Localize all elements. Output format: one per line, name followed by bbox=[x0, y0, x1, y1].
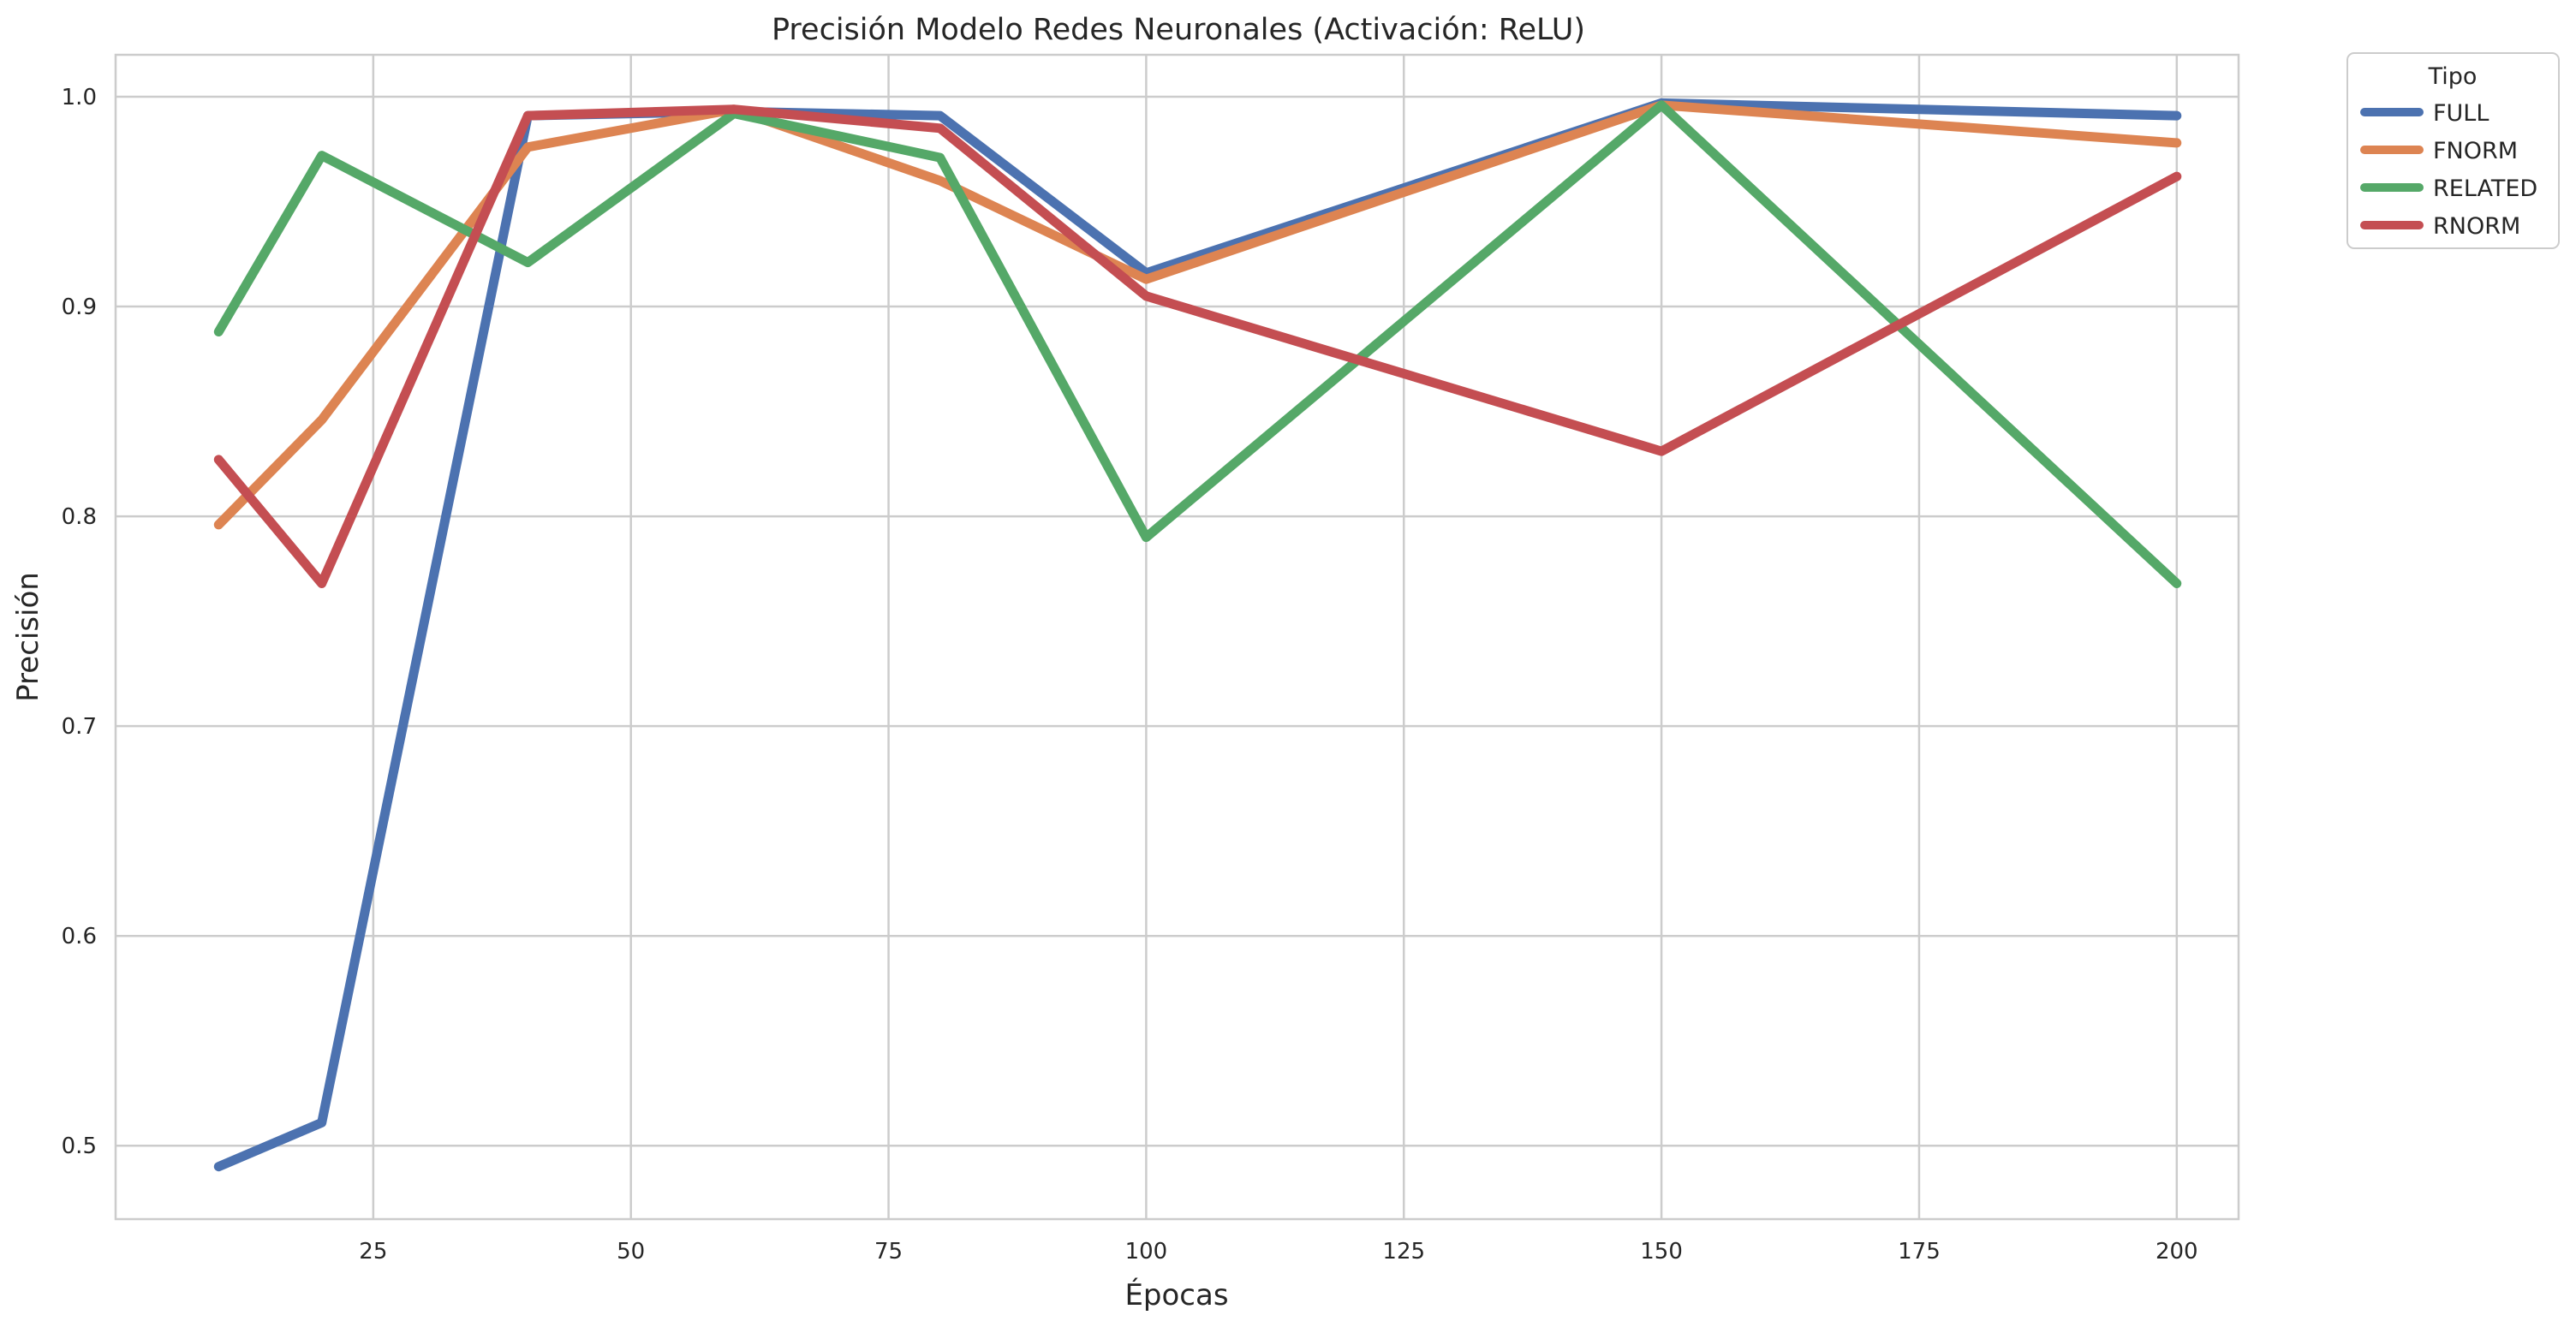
x-tick-label: 100 bbox=[1125, 1239, 1168, 1265]
legend-title: Tipo bbox=[2428, 63, 2478, 90]
plot-frame bbox=[114, 53, 2240, 1221]
chart-title: Precisión Modelo Redes Neuronales (Activ… bbox=[772, 13, 1585, 47]
legend-label: FULL bbox=[2433, 100, 2489, 127]
series-layer bbox=[213, 98, 2182, 1172]
y-tick-label: 0.8 bbox=[62, 504, 97, 530]
x-tick-label: 75 bbox=[874, 1239, 903, 1265]
grid-lines bbox=[116, 55, 2239, 1219]
legend-label: FNORM bbox=[2433, 138, 2518, 164]
y-tick-label: 0.9 bbox=[62, 295, 97, 320]
y-tick-label: 0.5 bbox=[62, 1134, 97, 1159]
legend-frame bbox=[2346, 52, 2560, 249]
x-tick-label: 25 bbox=[359, 1239, 387, 1265]
legend-label: RELATED bbox=[2433, 176, 2537, 202]
x-axis-title: Épocas bbox=[1124, 1277, 1228, 1312]
legend: Tipo FULL FNORM RELATED RNORM bbox=[2346, 52, 2560, 249]
series-line-rnorm bbox=[213, 104, 2182, 588]
x-tick-label: 50 bbox=[617, 1239, 645, 1265]
series-line-fnorm bbox=[213, 100, 2182, 530]
y-tick-label: 0.7 bbox=[62, 714, 97, 740]
series-line-related bbox=[213, 100, 2182, 588]
x-tick-label: 150 bbox=[1640, 1239, 1683, 1265]
y-tick-label: 0.6 bbox=[62, 924, 97, 949]
y-axis-title: Precisión bbox=[11, 572, 45, 702]
x-tick-label: 125 bbox=[1382, 1239, 1425, 1265]
x-tick-label: 175 bbox=[1898, 1239, 1941, 1265]
legend-label: RNORM bbox=[2433, 213, 2520, 240]
x-tick-label: 200 bbox=[2156, 1239, 2198, 1265]
y-tick-label: 1.0 bbox=[62, 85, 97, 110]
tick-labels: 25 50 75 100 125 150 175 200 0.5 0.6 0.7 0.8 0.9 1.0 bbox=[62, 85, 2198, 1265]
